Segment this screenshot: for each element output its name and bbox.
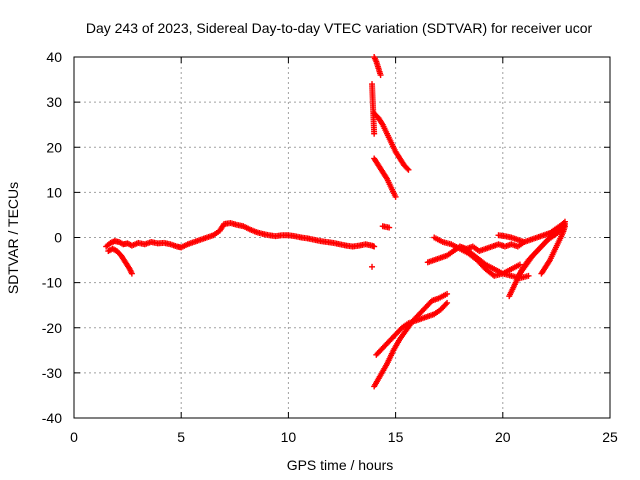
data-point xyxy=(404,165,411,172)
y-tick-label: 40 xyxy=(46,49,62,65)
data-point xyxy=(371,130,378,137)
y-tick-label: 30 xyxy=(46,94,62,110)
data-point xyxy=(369,263,376,270)
y-tick-label: 20 xyxy=(46,139,62,155)
data-point xyxy=(444,290,451,297)
data-point xyxy=(392,193,399,200)
data-points xyxy=(103,54,568,390)
x-axis-label: GPS time / hours xyxy=(287,457,394,473)
y-tick-label: -30 xyxy=(42,365,62,381)
y-tick-label: -20 xyxy=(42,320,62,336)
x-tick-label: 5 xyxy=(177,429,185,445)
data-point xyxy=(128,270,135,277)
data-point xyxy=(444,299,451,306)
axis-ticks: 0 5 10 15 20 25 -40 -30 -20 -10 0 10 20 30 40 xyxy=(42,49,618,445)
x-tick-label: 0 xyxy=(70,429,78,445)
y-tick-label: 10 xyxy=(46,184,62,200)
x-tick-label: 10 xyxy=(281,429,297,445)
data-point xyxy=(525,272,532,279)
data-point xyxy=(386,224,393,231)
x-tick-label: 15 xyxy=(388,429,404,445)
x-tick-label: 20 xyxy=(495,429,511,445)
y-tick-label: 0 xyxy=(54,230,62,246)
y-tick-label: -10 xyxy=(42,275,62,291)
y-axis-label: SDTVAR / TECUs xyxy=(5,182,21,294)
grid xyxy=(74,57,610,418)
y-tick-label: -40 xyxy=(42,410,62,426)
data-point xyxy=(516,261,523,268)
x-tick-label: 25 xyxy=(602,429,618,445)
chart-title: Day 243 of 2023, Sidereal Day-to-day VTE… xyxy=(86,20,593,36)
data-point xyxy=(561,223,568,230)
data-point xyxy=(377,72,384,79)
data-point xyxy=(405,166,412,173)
data-point xyxy=(371,243,378,250)
